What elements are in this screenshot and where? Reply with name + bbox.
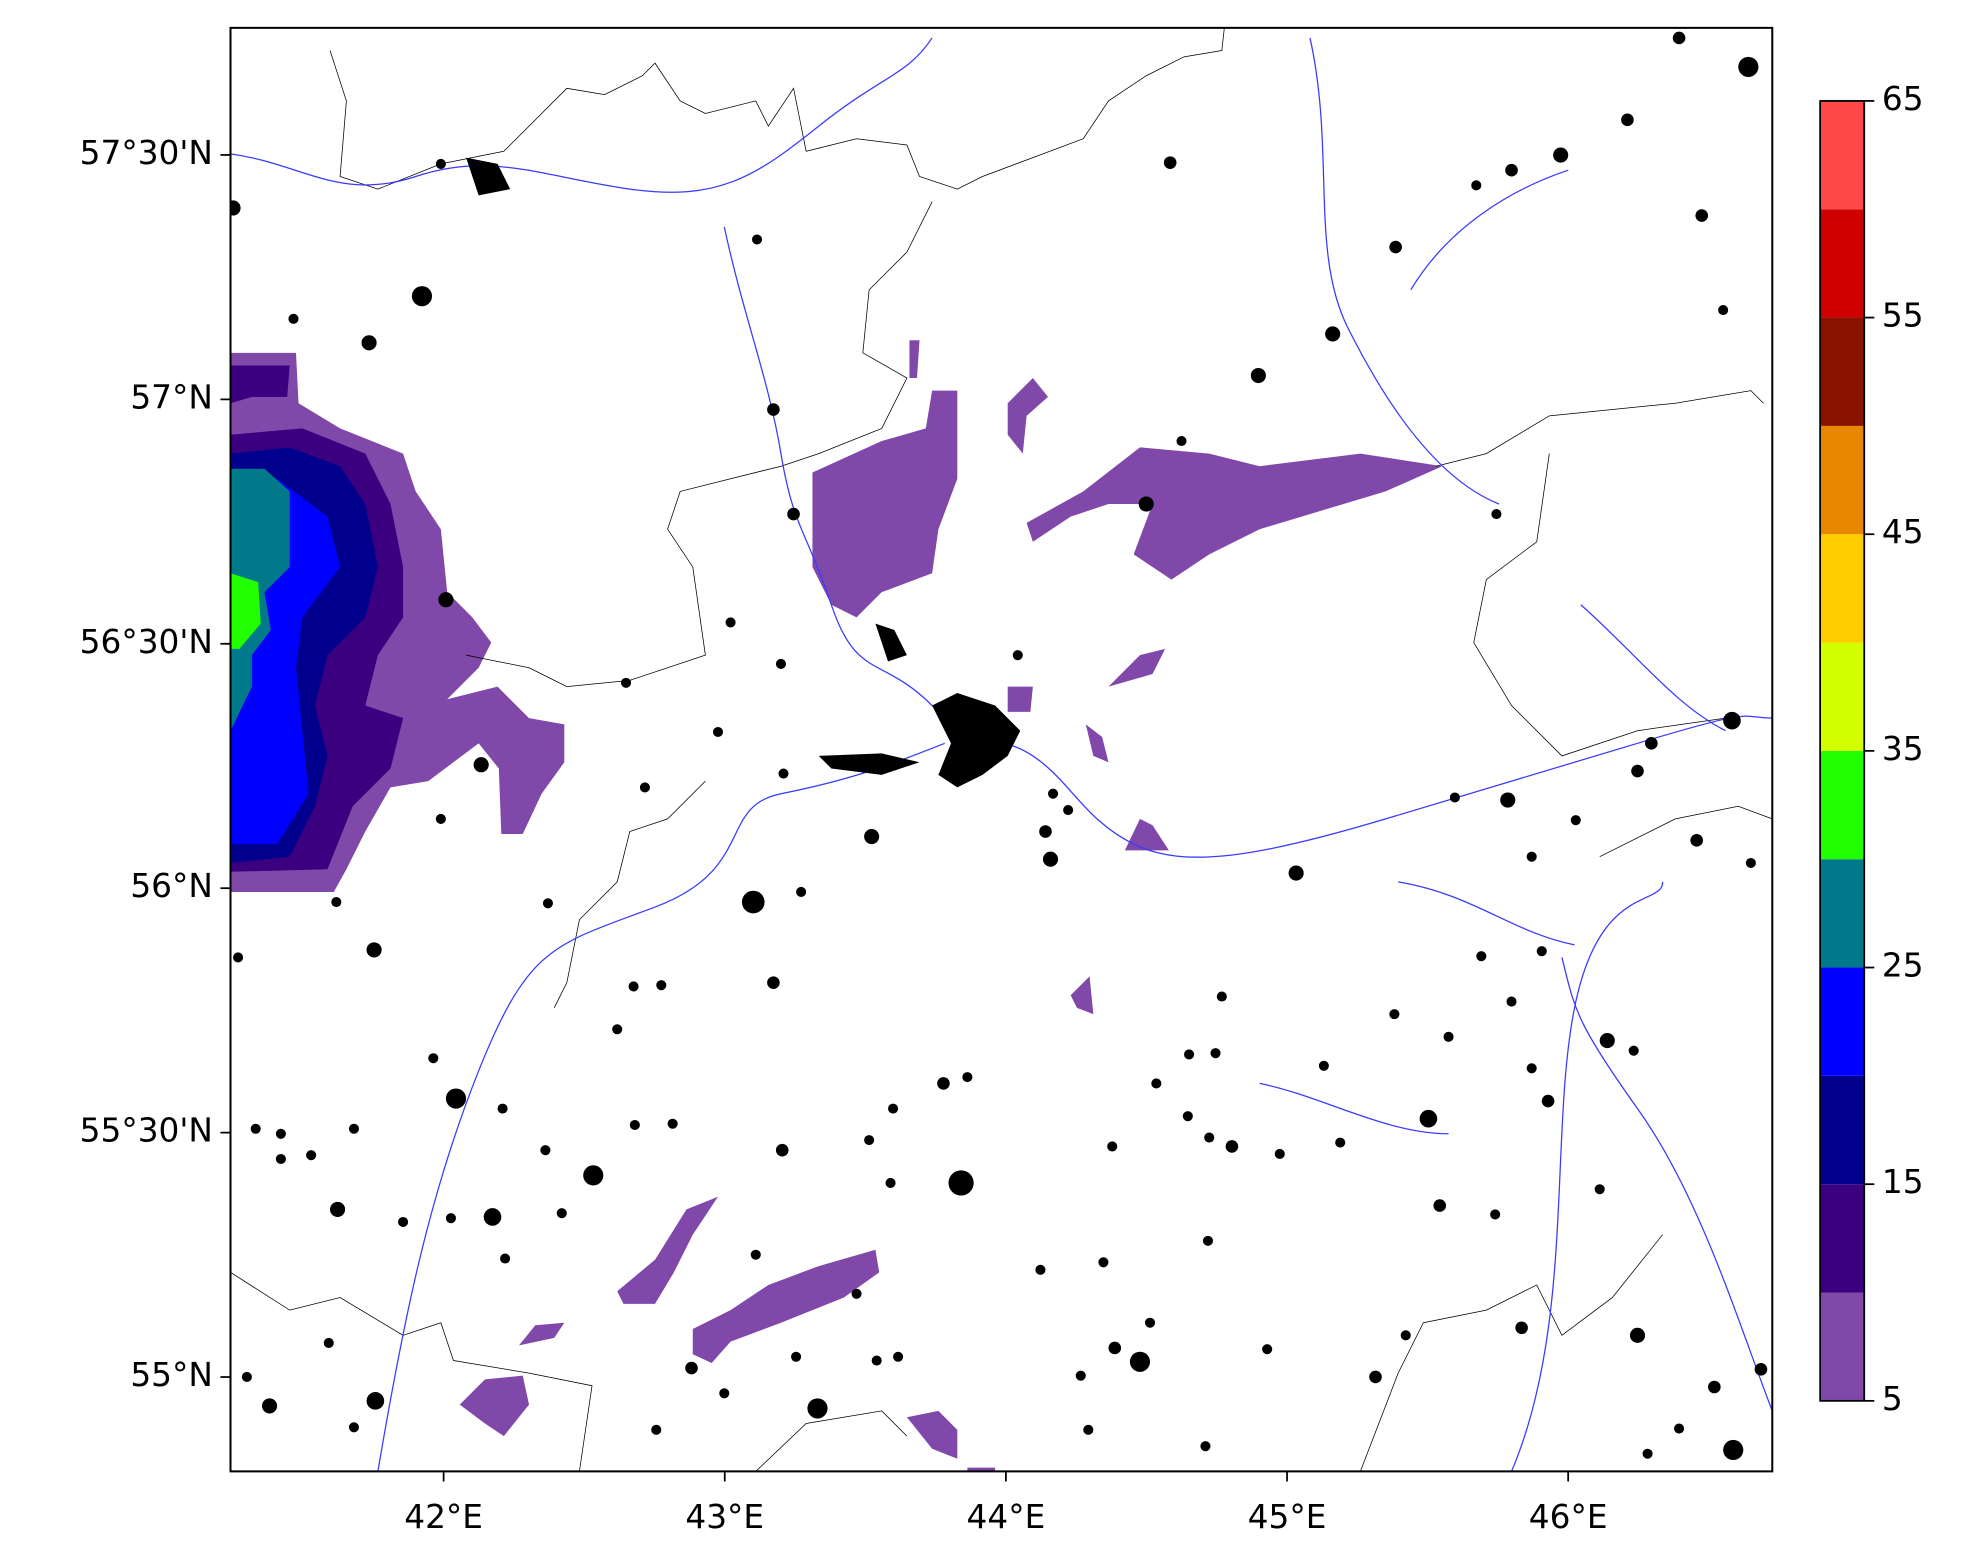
x-tick-label: 45°E [1248, 1498, 1327, 1536]
x-tick-label: 46°E [1529, 1498, 1608, 1536]
colorbar-tick-label: 5 [1882, 1380, 1903, 1418]
rivers [230, 37, 1773, 1472]
colorbar-band [1820, 425, 1865, 535]
colorbar-tick-label: 55 [1882, 297, 1924, 335]
colorbar-tick-label: 45 [1882, 513, 1924, 551]
borders [230, 27, 1773, 1472]
colorbar-tick-label: 35 [1882, 730, 1924, 768]
colorbar-band [1820, 642, 1865, 751]
y-tick-label: 55°30'N [80, 1112, 213, 1150]
colorbar-band [1820, 859, 1865, 968]
colorbar-tick-label: 25 [1882, 947, 1924, 985]
y-tick-label: 55°N [130, 1356, 213, 1394]
colorbar-band [1820, 209, 1865, 318]
colorbar: 5 15 25 35 45 55 65 [1819, 80, 1924, 1418]
reflectivity-field [230, 340, 1443, 1472]
y-tick-label: 57°N [130, 378, 213, 416]
x-tick-label: 43°E [685, 1498, 764, 1536]
y-tick-label: 57°30'N [80, 134, 213, 172]
colorbar-band [1820, 1184, 1865, 1293]
map-frame [229, 26, 1774, 1473]
map-area [230, 27, 1773, 1472]
colorbar-tick-label: 65 [1882, 80, 1924, 118]
axes: 42°E 43°E 44°E 45°E 46°E 55°N 55°30'N 56°N 56°30… [80, 134, 1608, 1536]
colorbar-band [1820, 750, 1865, 860]
colorbar-tick-label: 15 [1882, 1163, 1924, 1201]
colorbar-band [1820, 1075, 1865, 1185]
x-tick-label: 42°E [404, 1498, 483, 1536]
x-tick-label: 44°E [967, 1498, 1046, 1536]
colorbar-band [1820, 967, 1865, 1076]
y-tick-label: 56°30'N [80, 623, 213, 661]
colorbar-band [1820, 317, 1865, 426]
colorbar-band [1820, 100, 1865, 210]
y-tick-label: 56°N [130, 867, 213, 905]
colorbar-band [1820, 534, 1865, 643]
settlements [230, 31, 1768, 1461]
colorbar-band [1820, 1292, 1865, 1401]
